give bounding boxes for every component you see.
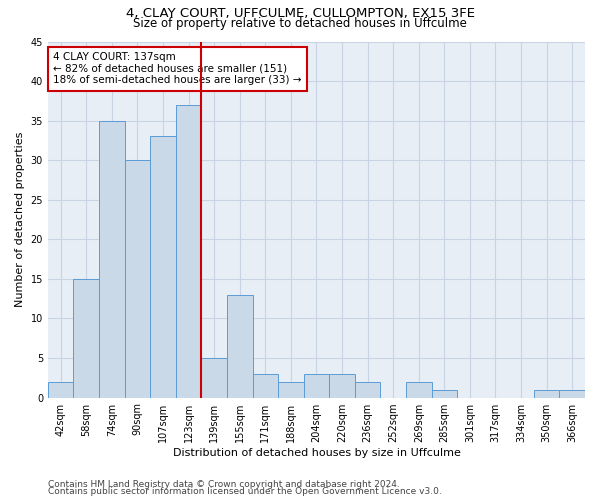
Bar — [48, 382, 73, 398]
Bar — [99, 120, 125, 398]
Bar — [150, 136, 176, 398]
Text: 4, CLAY COURT, UFFCULME, CULLOMPTON, EX15 3FE: 4, CLAY COURT, UFFCULME, CULLOMPTON, EX1… — [125, 8, 475, 20]
Bar — [431, 390, 457, 398]
Bar — [559, 390, 585, 398]
Bar — [253, 374, 278, 398]
X-axis label: Distribution of detached houses by size in Uffculme: Distribution of detached houses by size … — [173, 448, 460, 458]
Bar — [176, 105, 202, 398]
Text: Contains HM Land Registry data © Crown copyright and database right 2024.: Contains HM Land Registry data © Crown c… — [48, 480, 400, 489]
Y-axis label: Number of detached properties: Number of detached properties — [15, 132, 25, 307]
Bar — [304, 374, 329, 398]
Bar — [125, 160, 150, 398]
Bar — [73, 279, 99, 398]
Bar — [534, 390, 559, 398]
Bar — [355, 382, 380, 398]
Bar — [406, 382, 431, 398]
Bar — [278, 382, 304, 398]
Bar — [329, 374, 355, 398]
Text: Size of property relative to detached houses in Uffculme: Size of property relative to detached ho… — [133, 18, 467, 30]
Bar — [202, 358, 227, 398]
Text: 4 CLAY COURT: 137sqm
← 82% of detached houses are smaller (151)
18% of semi-deta: 4 CLAY COURT: 137sqm ← 82% of detached h… — [53, 52, 302, 86]
Text: Contains public sector information licensed under the Open Government Licence v3: Contains public sector information licen… — [48, 487, 442, 496]
Bar — [227, 294, 253, 398]
